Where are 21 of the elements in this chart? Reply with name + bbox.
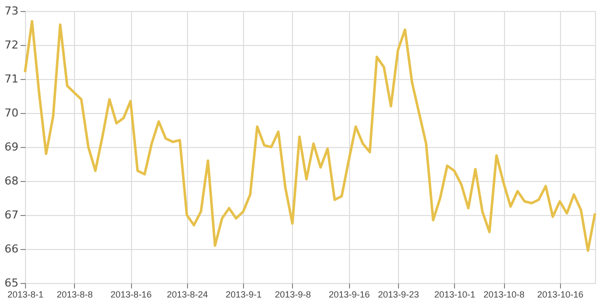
x-tick-label: 2013-8-24 [166, 290, 208, 300]
y-tick-label: 72 [4, 38, 18, 52]
y-tick-label: 71 [4, 72, 18, 86]
x-tick-label: 2013-9-1 [226, 290, 262, 300]
y-tick-label: 69 [4, 140, 18, 154]
x-tick-label: 2013-10-8 [483, 290, 525, 300]
x-tick-label: 2013-8-1 [7, 290, 44, 300]
x-tick-label: 2013-9-23 [378, 290, 419, 300]
x-tick-label: 2013-9-8 [274, 290, 311, 300]
y-tick-label: 70 [4, 106, 18, 120]
x-tick-label: 2013-10-1 [434, 290, 476, 300]
y-tick-label: 65 [4, 276, 18, 290]
x-tick-label: 2013-8-8 [56, 290, 93, 300]
line-series [24, 20, 596, 252]
y-tick-label: 68 [4, 174, 18, 188]
y-tick-label: 67 [4, 208, 18, 222]
x-tick-label: 2013-10-16 [537, 290, 584, 300]
y-tick-label: 73 [4, 4, 18, 18]
x-tick-label: 2013-9-16 [328, 290, 370, 300]
x-tick-label: 2013-8-16 [110, 290, 152, 300]
y-tick-label: 66 [4, 242, 18, 256]
